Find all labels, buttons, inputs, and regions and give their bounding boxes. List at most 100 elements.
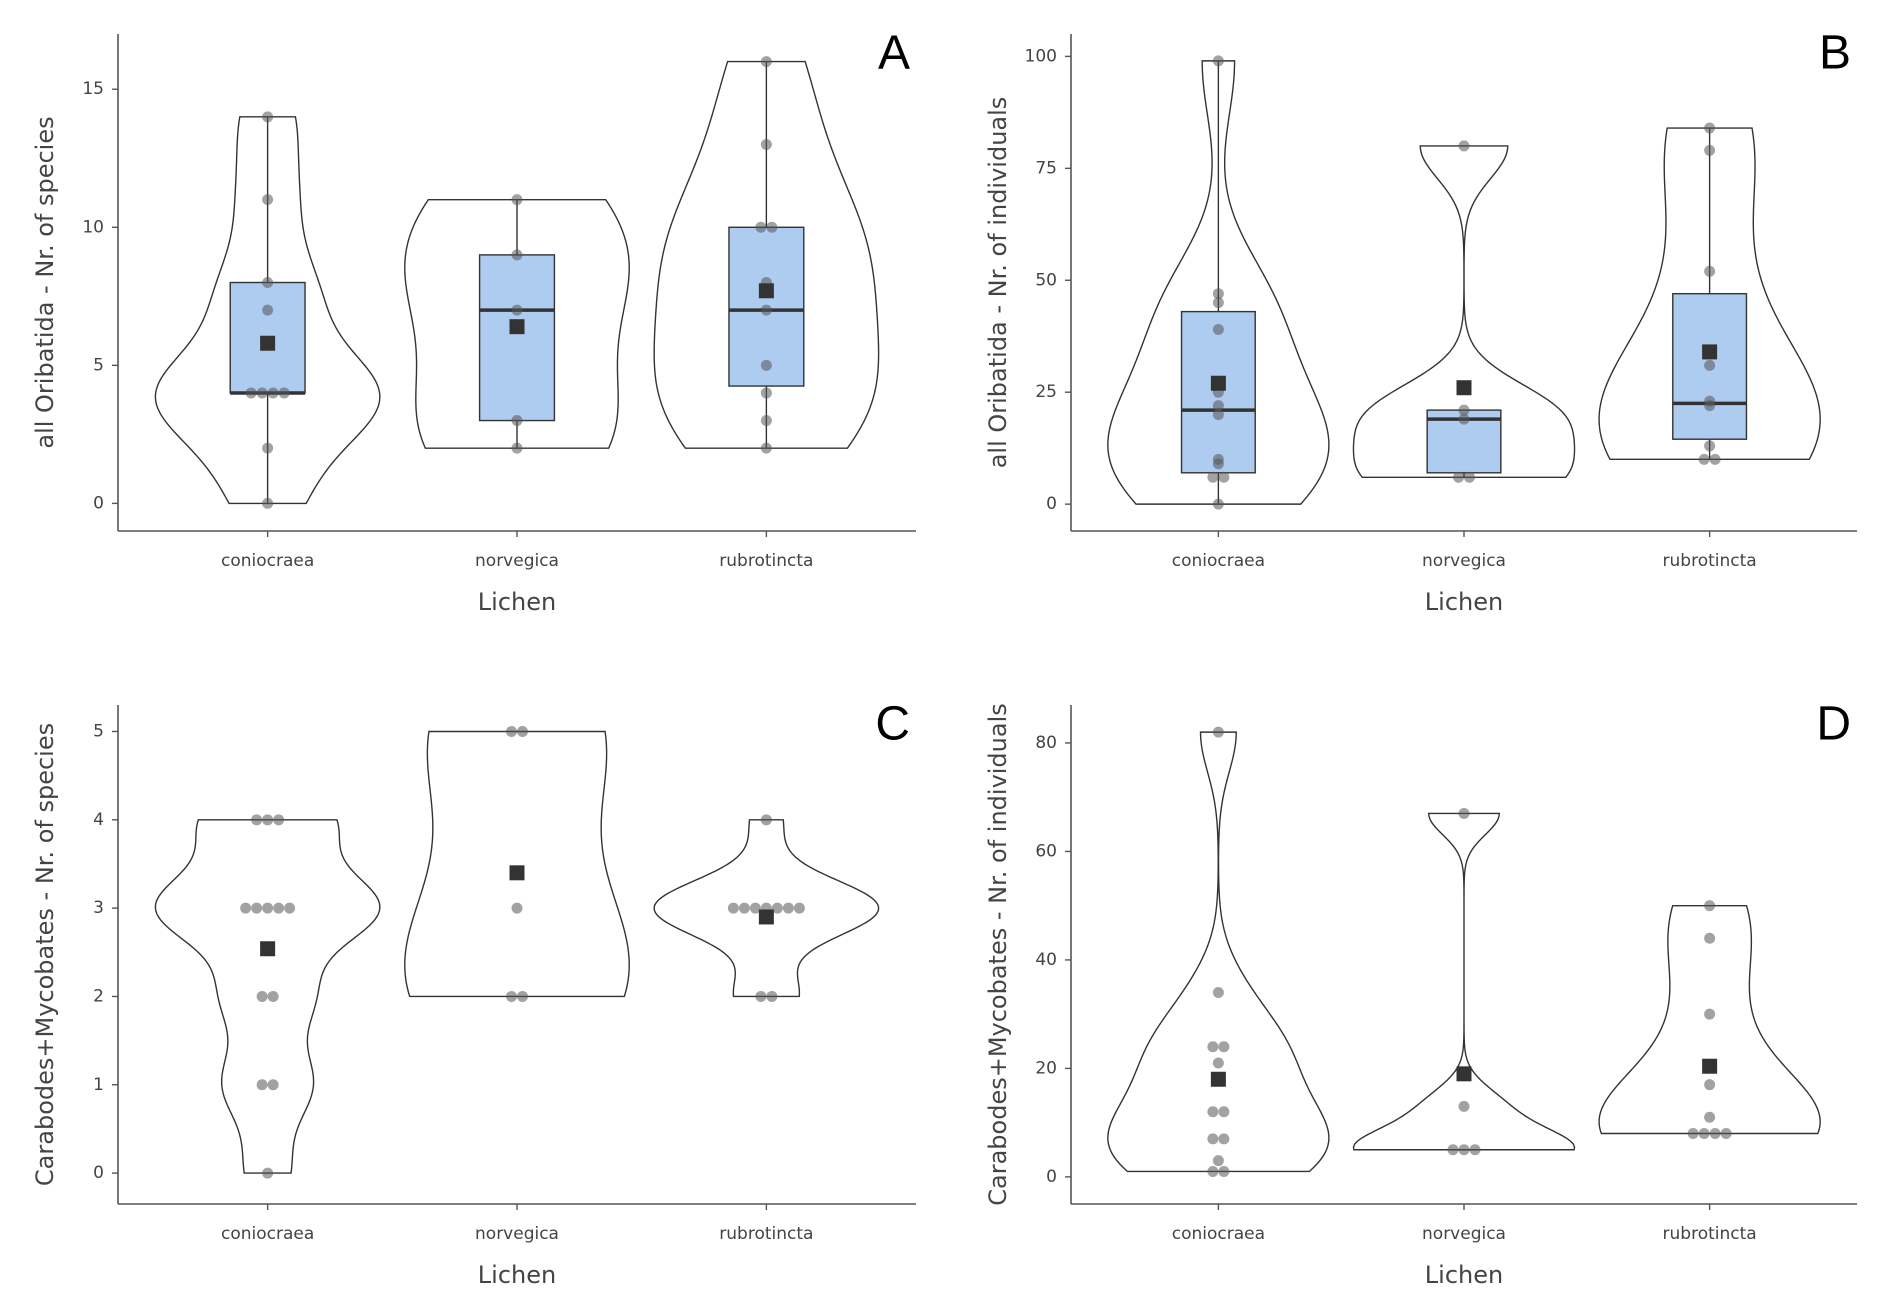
data-point: [793, 902, 805, 914]
data-point: [1207, 1106, 1219, 1118]
data-point: [1212, 1155, 1224, 1167]
violin: [1107, 731, 1330, 1173]
panel-label: A: [878, 27, 910, 80]
data-point: [1212, 297, 1224, 309]
data-point: [511, 249, 523, 261]
y-tick-label: 3: [93, 898, 104, 918]
box: [478, 254, 556, 422]
data-point: [1207, 1041, 1219, 1053]
data-point: [766, 990, 778, 1002]
data-point: [262, 111, 274, 123]
mean-marker: [758, 909, 774, 925]
data-point: [1704, 144, 1716, 156]
data-point: [760, 138, 772, 150]
x-tick-label: coniocraea: [1172, 1224, 1265, 1244]
y-tick-label: 25: [1035, 382, 1057, 402]
data-point: [1212, 55, 1224, 67]
data-point: [1704, 932, 1716, 944]
data-point: [1687, 1127, 1699, 1139]
data-point: [517, 990, 528, 1002]
data-point: [749, 902, 761, 914]
data-point: [1458, 140, 1470, 152]
panel-label: C: [875, 698, 910, 751]
y-tick-label: 5: [93, 721, 104, 741]
data-point: [1704, 1079, 1716, 1091]
data-point: [1212, 986, 1224, 998]
data-point: [1458, 1100, 1470, 1112]
data-point: [267, 387, 279, 399]
x-tick-label: rubrotincta: [1663, 1224, 1757, 1244]
y-tick-label: 80: [1035, 733, 1057, 753]
x-tick-label: coniocraea: [221, 1224, 314, 1244]
data-point: [256, 387, 268, 399]
data-point: [1458, 404, 1470, 416]
data-point: [1709, 1127, 1721, 1139]
y-axis-title: Carabodes+Mycobates - Nr. of species: [31, 723, 59, 1186]
data-point: [1207, 1165, 1219, 1177]
data-point: [511, 415, 523, 427]
violin: [1352, 145, 1576, 478]
mean-marker: [260, 941, 276, 957]
data-point: [517, 725, 528, 737]
data-point: [1207, 471, 1219, 483]
data-point: [1464, 471, 1475, 483]
data-point: [1207, 1133, 1219, 1145]
mean-marker: [509, 319, 525, 335]
data-point: [1704, 122, 1716, 134]
y-tick-label: 0: [1046, 494, 1057, 514]
data-point: [511, 304, 523, 316]
data-point: [284, 902, 296, 914]
data-point: [262, 304, 274, 316]
data-point: [511, 442, 523, 454]
data-point: [782, 902, 794, 914]
data-point: [278, 387, 290, 399]
y-tick-label: 0: [93, 1163, 104, 1183]
data-point: [760, 56, 772, 68]
data-point: [262, 442, 274, 454]
y-tick-label: 10: [82, 217, 104, 237]
data-point: [760, 415, 772, 427]
x-axis-title: Lichen: [478, 588, 556, 616]
y-tick-label: 60: [1035, 841, 1057, 861]
y-axis-title: Carabodes+Mycobates - Nr. of individuals: [984, 703, 1012, 1206]
y-tick-label: 75: [1035, 158, 1057, 178]
mean-marker: [1456, 380, 1472, 396]
data-point: [755, 990, 767, 1002]
y-tick-label: 15: [82, 79, 104, 99]
data-point: [251, 902, 263, 914]
x-tick-label: norvegica: [475, 551, 559, 571]
y-tick-label: 20: [1035, 1058, 1057, 1078]
data-point: [1447, 1144, 1459, 1156]
data-point: [262, 194, 274, 206]
data-point: [1212, 498, 1224, 510]
data-point: [1458, 413, 1470, 425]
x-tick-label: norvegica: [1422, 1224, 1506, 1244]
y-tick-label: 0: [93, 493, 104, 513]
data-point: [262, 497, 274, 509]
y-tick-label: 5: [93, 355, 104, 375]
mean-marker: [1210, 1071, 1226, 1087]
x-tick-label: norvegica: [475, 1224, 559, 1244]
mean-marker: [1210, 375, 1226, 391]
data-point: [1709, 453, 1721, 465]
x-axis-title: Lichen: [1425, 1261, 1503, 1289]
data-point: [273, 814, 285, 826]
data-point: [1458, 807, 1470, 819]
y-tick-label: 2: [93, 986, 104, 1006]
data-point: [1458, 1144, 1470, 1156]
x-tick-label: coniocraea: [1172, 551, 1265, 571]
data-point: [262, 902, 274, 914]
data-point: [760, 387, 772, 399]
data-point: [267, 1079, 279, 1091]
mean-marker: [1702, 344, 1718, 360]
data-point: [1704, 400, 1716, 412]
data-point: [273, 902, 285, 914]
data-point: [1453, 471, 1464, 483]
data-point: [771, 902, 783, 914]
mean-marker: [1702, 1058, 1718, 1074]
mean-marker: [1456, 1066, 1472, 1082]
data-point: [1704, 440, 1716, 452]
y-tick-label: 0: [1046, 1167, 1057, 1187]
